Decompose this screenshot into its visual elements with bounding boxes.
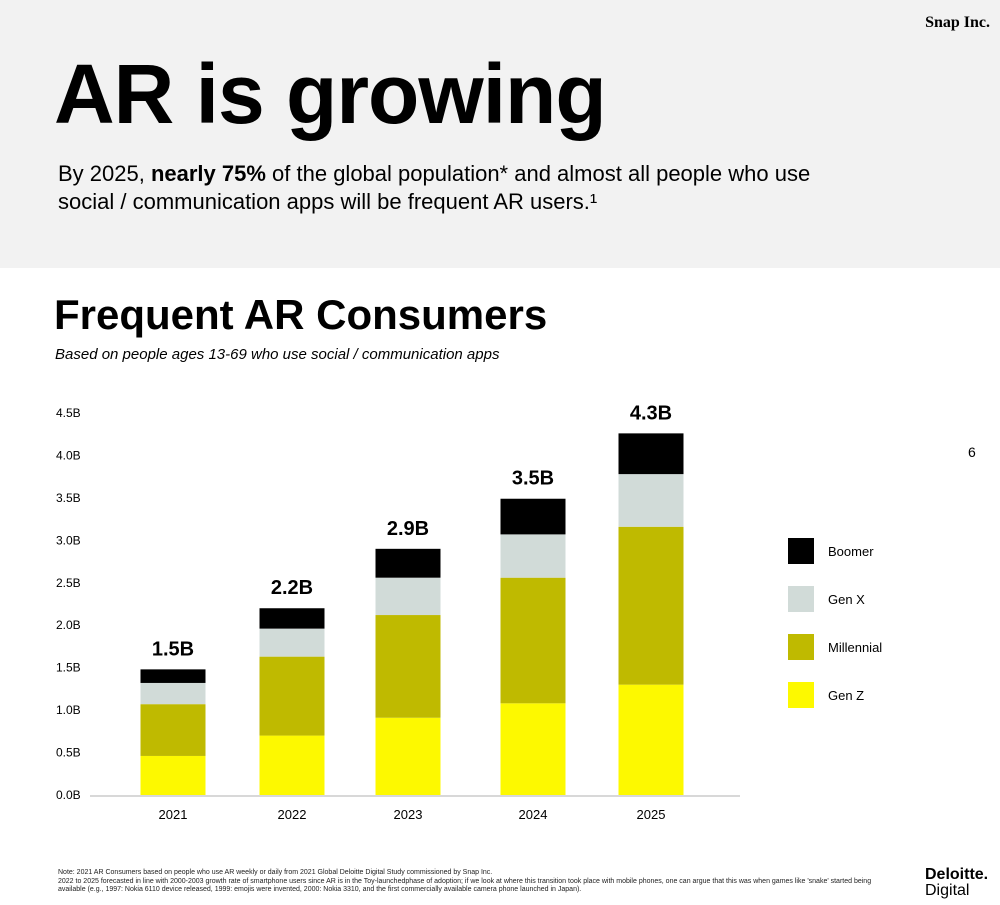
bar-segment-boomer xyxy=(140,669,206,683)
y-tick-label: 1.5B xyxy=(56,661,81,675)
bar-segment-millennial xyxy=(618,526,684,685)
legend-swatch xyxy=(788,682,814,708)
legend-item: Boomer xyxy=(788,527,882,575)
x-tick-label: 2022 xyxy=(278,807,307,822)
bar-segment-gen-x xyxy=(618,474,684,527)
bar-segment-boomer xyxy=(375,548,441,578)
bar-segment-gen-z xyxy=(618,684,684,795)
bar-segment-gen-x xyxy=(375,577,441,616)
y-tick-label: 0.5B xyxy=(56,746,81,760)
legend-swatch xyxy=(788,586,814,612)
bar-segment-gen-z xyxy=(375,717,441,795)
y-tick-label: 3.0B xyxy=(56,533,81,547)
legend-label: Boomer xyxy=(828,543,874,559)
page-subtitle: By 2025, nearly 75% of the global popula… xyxy=(58,161,811,214)
bar-segment-gen-z xyxy=(259,735,325,795)
bar-segment-boomer xyxy=(259,608,325,629)
y-tick-label: 4.0B xyxy=(56,448,81,462)
page-number: 6 xyxy=(968,444,976,460)
bar-segment-gen-z xyxy=(500,703,566,795)
bar-segment-gen-z xyxy=(140,755,206,795)
bar-segment-millennial xyxy=(140,704,206,756)
footnote-line: Note: 2021 AR Consumers based on people … xyxy=(58,869,493,876)
bar-segment-gen-x xyxy=(500,534,566,578)
chart-subtitle: Based on people ages 13-69 who use socia… xyxy=(55,346,500,363)
page-title: AR is growing xyxy=(54,47,607,141)
y-tick-label: 0.0B xyxy=(56,788,81,802)
total-label: 3.5B xyxy=(512,468,554,490)
y-tick-label: 2.5B xyxy=(56,576,81,590)
chart-title: Frequent AR Consumers xyxy=(54,291,548,338)
legend-item: Gen X xyxy=(788,575,882,623)
y-tick-label: 1.0B xyxy=(56,703,81,717)
legend-swatch xyxy=(788,538,814,564)
footnote: Note: 2021 AR Consumers based on people … xyxy=(58,869,888,895)
legend-item: Gen Z xyxy=(788,671,882,719)
deloitte-logo: Deloitte. Digital xyxy=(925,866,989,899)
bar-segment-boomer xyxy=(618,433,684,475)
legend-label: Gen X xyxy=(828,591,865,607)
legend-item: Millennial xyxy=(788,623,882,671)
x-tick-label: 2023 xyxy=(394,807,423,822)
bar-segment-millennial xyxy=(259,656,325,736)
header-band xyxy=(0,0,1000,268)
bar-segment-boomer xyxy=(500,498,566,535)
x-tick-label: 2025 xyxy=(637,807,666,822)
total-label: 2.2B xyxy=(271,577,313,599)
footnote-line: 2022 to 2025 forecasted in line with 200… xyxy=(58,877,872,894)
chart-legend: Boomer Gen X Millennial Gen Z xyxy=(788,527,882,719)
y-tick-label: 2.0B xyxy=(56,618,81,632)
bar-segment-millennial xyxy=(500,577,566,704)
x-tick-label: 2021 xyxy=(159,807,188,822)
total-label: 2.9B xyxy=(387,518,429,540)
bar-segment-millennial xyxy=(375,615,441,718)
y-tick-label: 3.5B xyxy=(56,491,81,505)
legend-label: Gen Z xyxy=(828,687,865,703)
legend-label: Millennial xyxy=(828,639,883,655)
total-label: 1.5B xyxy=(152,638,194,660)
legend-swatch xyxy=(788,634,814,660)
bar-segment-gen-x xyxy=(140,682,206,705)
y-tick-label: 4.5B xyxy=(56,406,81,420)
bar-segment-gen-x xyxy=(259,628,325,657)
x-tick-label: 2024 xyxy=(519,807,548,822)
snap-logo: Snap Inc. xyxy=(925,14,990,31)
total-label: 4.3B xyxy=(630,402,672,424)
